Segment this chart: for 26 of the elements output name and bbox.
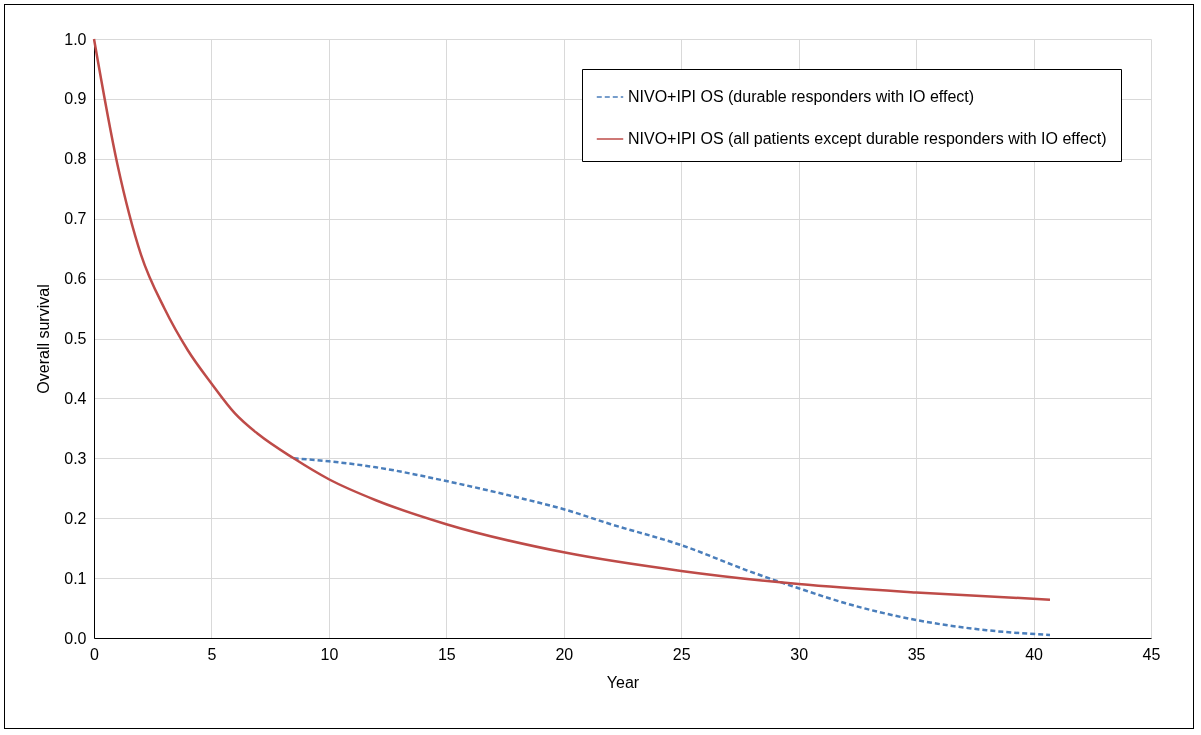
x-tick-label: 45 <box>1142 645 1161 663</box>
x-tick-label: 5 <box>207 645 217 663</box>
y-tick-label: 0.4 <box>64 389 87 407</box>
x-tick-label: 0 <box>90 645 100 663</box>
x-tick-label: 20 <box>555 645 574 663</box>
y-tick-label: 0.3 <box>64 449 87 467</box>
y-tick-label: 0.7 <box>64 210 87 228</box>
y-tick-label: 0.6 <box>64 270 87 288</box>
x-tick-label: 35 <box>907 645 926 663</box>
y-tick-label: 0.9 <box>64 90 87 108</box>
x-tick-label: 30 <box>790 645 809 663</box>
x-tick-label: 40 <box>1025 645 1044 663</box>
y-tick-label: 0.1 <box>64 569 87 587</box>
x-axis-title: Year <box>606 673 640 691</box>
y-tick-label: 0.2 <box>64 509 87 527</box>
legend-label: NIVO+IPI OS (all patients except durable responders with IO effect) <box>628 130 1107 147</box>
y-tick-label: 0.5 <box>64 330 87 347</box>
y-axis-title: Overall survival <box>35 284 53 394</box>
y-tick-label: 0.0 <box>64 629 87 647</box>
legend-label: NIVO+IPI OS (durable responders with IO effect) <box>628 88 975 105</box>
y-tick-label: 0.8 <box>64 150 87 168</box>
y-tick-label: 1.0 <box>64 30 87 48</box>
x-tick-label: 10 <box>320 645 339 663</box>
x-tick-label: 25 <box>672 645 691 663</box>
x-tick-label: 15 <box>437 645 456 663</box>
line-series <box>292 457 1052 637</box>
